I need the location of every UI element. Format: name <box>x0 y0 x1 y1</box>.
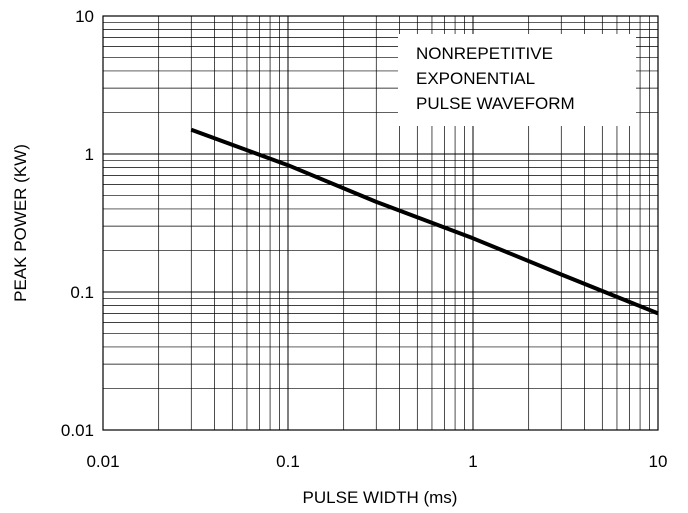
y-tick-label: 0.01 <box>61 421 94 440</box>
series-line <box>190 127 659 316</box>
annotation-line-3: PULSE WAVEFORM <box>416 94 575 113</box>
annotation-box: NONREPETITIVE EXPONENTIAL PULSE WAVEFORM <box>398 34 636 126</box>
x-axis-title: PULSE WIDTH (ms) <box>303 488 458 507</box>
y-tick-label: 1 <box>85 145 94 164</box>
x-tick-label: 0.01 <box>86 452 119 471</box>
annotation-background <box>398 34 636 126</box>
x-tick-label: 1 <box>468 452 477 471</box>
annotation-line-1: NONREPETITIVE <box>416 44 553 63</box>
series-layer <box>190 127 659 316</box>
x-tick-labels: 0.01 0.1 1 10 <box>86 452 667 471</box>
annotation-line-2: EXPONENTIAL <box>416 69 535 88</box>
y-tick-labels: 10 1 0.1 0.01 <box>61 7 94 440</box>
plot-frame <box>102 15 659 431</box>
x-tick-label: 10 <box>649 452 668 471</box>
x-tick-label: 0.1 <box>276 452 300 471</box>
grid <box>103 16 658 430</box>
y-axis-title: PEAK POWER (KW) <box>11 144 30 302</box>
y-tick-label: 10 <box>75 7 94 26</box>
y-tick-label: 0.1 <box>70 283 94 302</box>
